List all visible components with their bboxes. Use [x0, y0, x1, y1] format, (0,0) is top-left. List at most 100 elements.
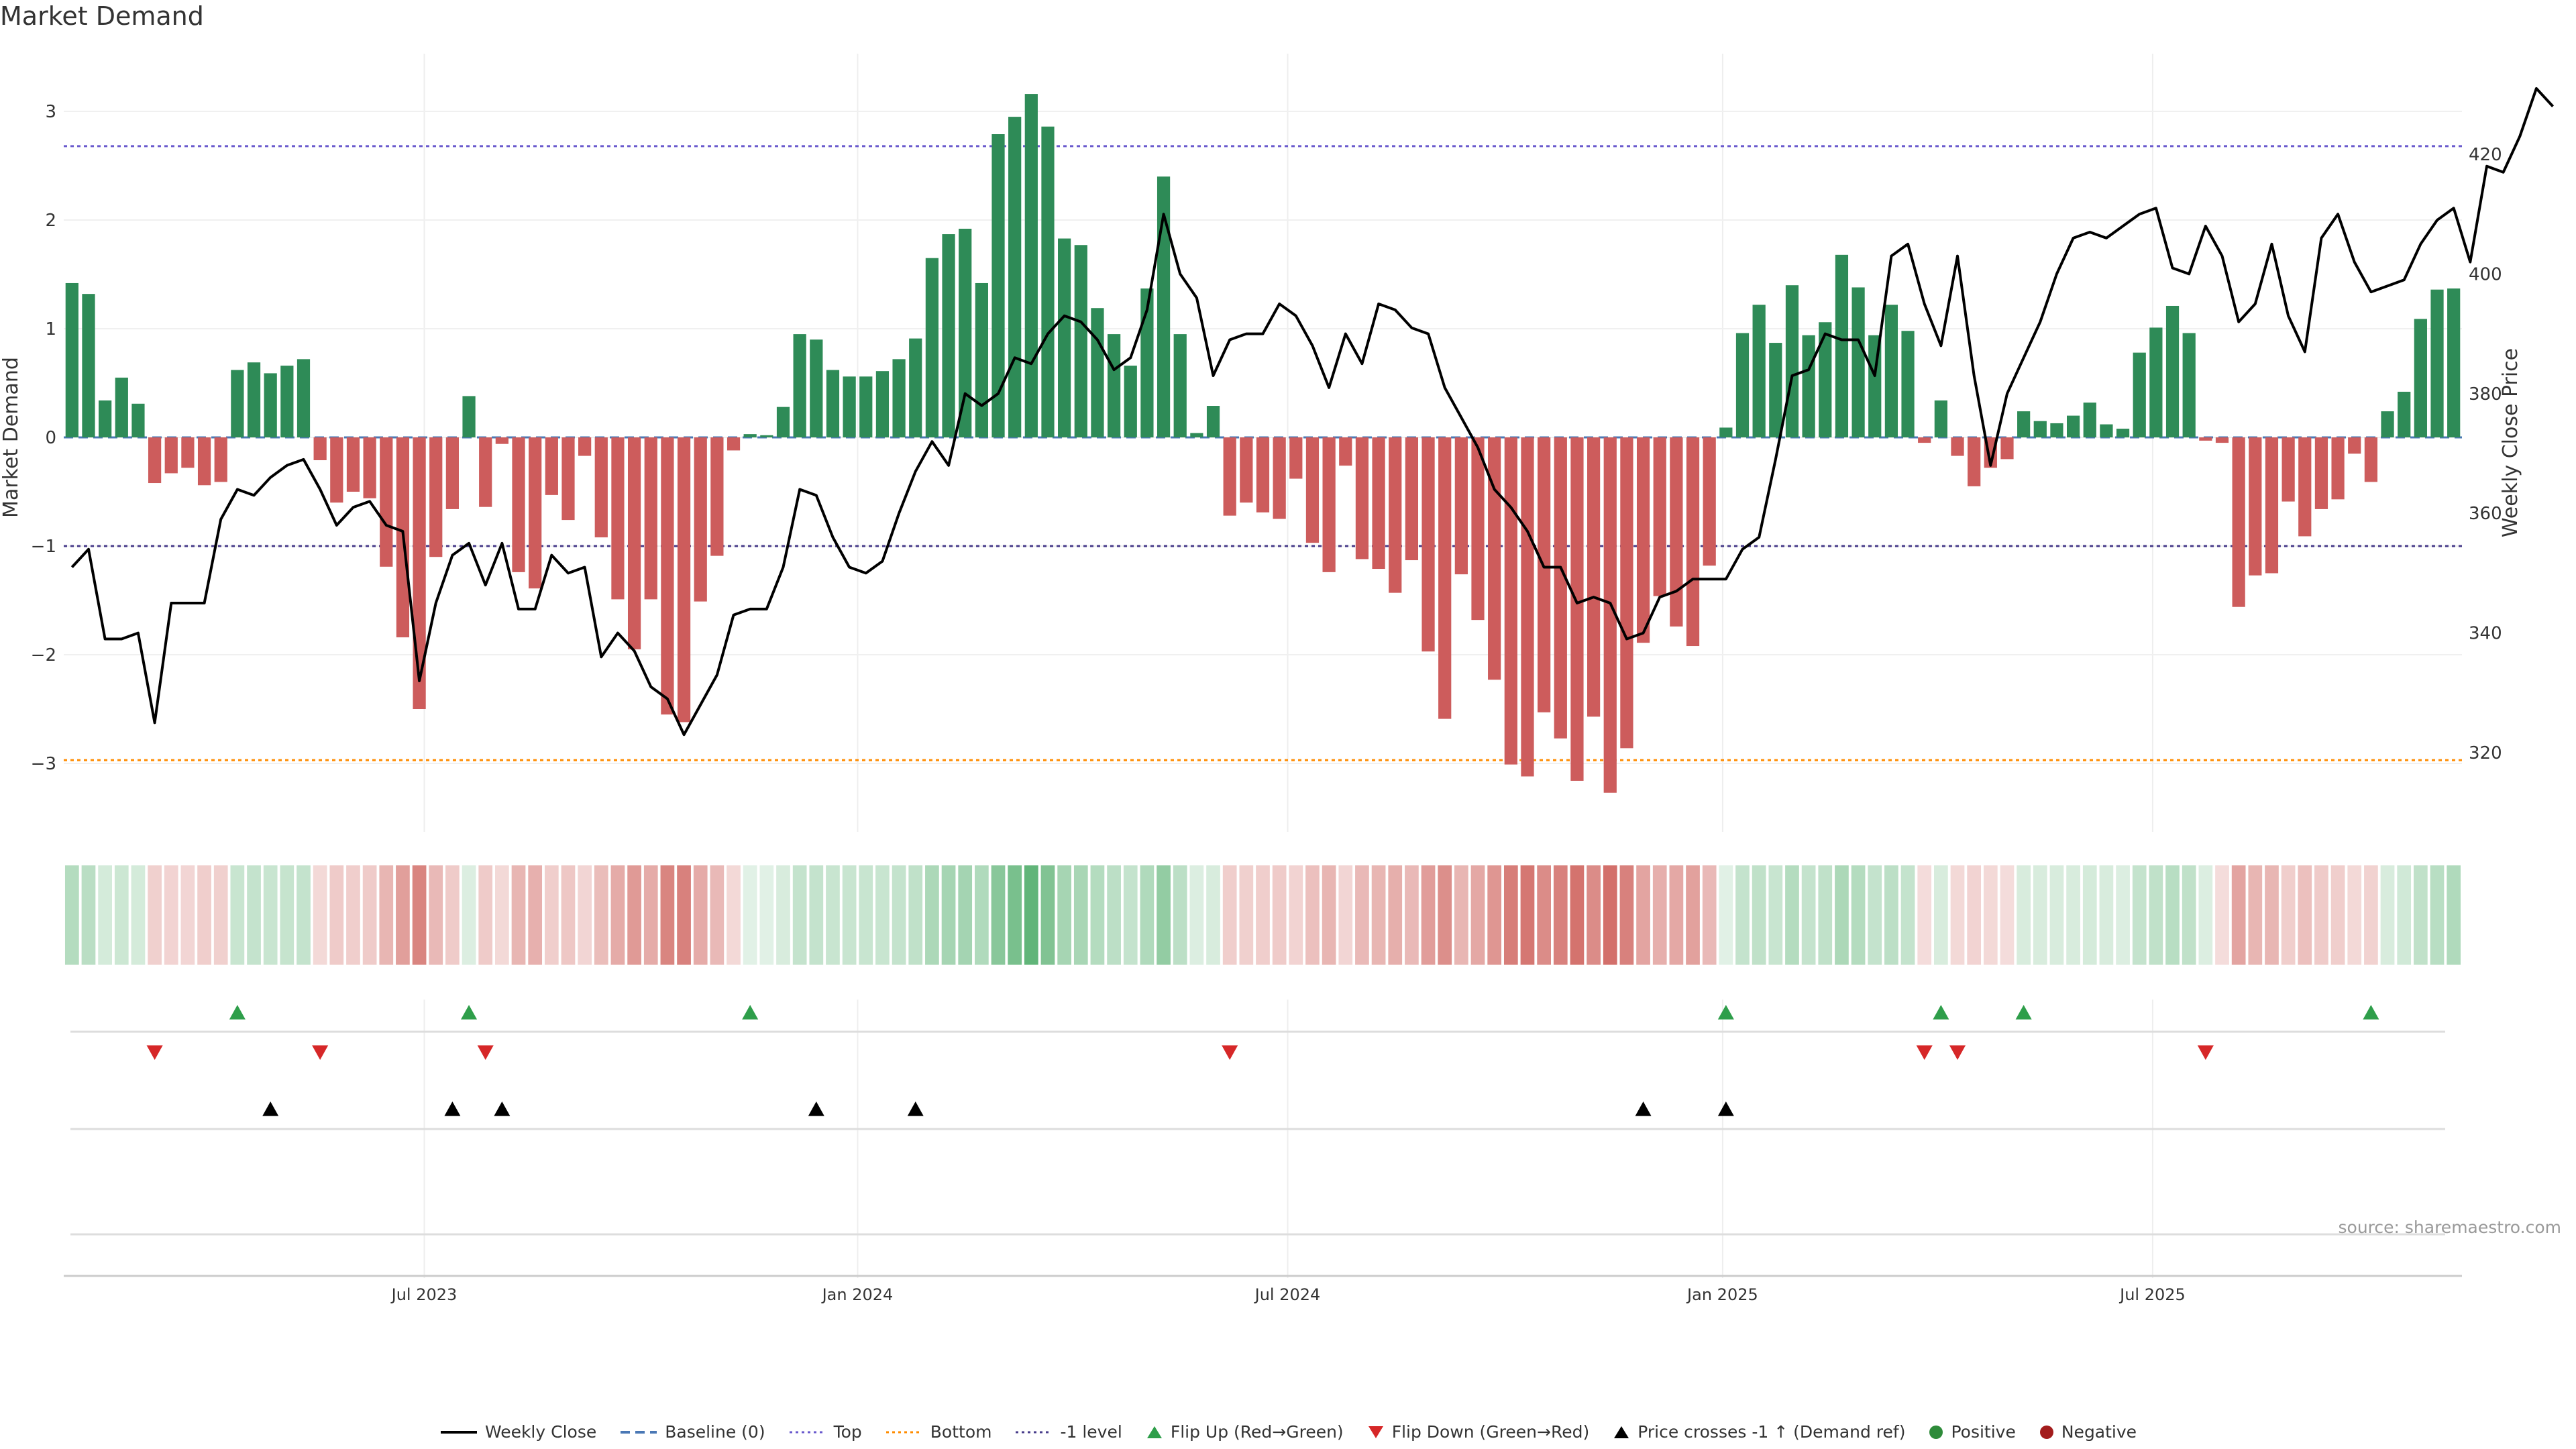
- demand-bar-positive: [2017, 411, 2031, 437]
- demand-bar-positive: [462, 396, 476, 437]
- heat-cell: [1487, 865, 1502, 965]
- flip-down-marker: [1222, 1045, 1238, 1060]
- heat-cell: [1636, 865, 1650, 965]
- heat-cell: [2314, 865, 2328, 965]
- demand-bar-negative: [164, 437, 178, 474]
- heat-cell: [1752, 865, 1766, 965]
- y-tick-label: 2: [45, 211, 56, 231]
- flip-down-marker: [1916, 1045, 1933, 1060]
- heat-cell: [346, 865, 360, 965]
- heat-cell: [1686, 865, 1700, 965]
- demand-bar-negative: [479, 437, 492, 507]
- y-tick-label: −1: [31, 537, 56, 557]
- demand-bar-positive: [975, 282, 988, 437]
- demand-bar-negative: [1438, 437, 1452, 719]
- demand-bar-positive: [280, 366, 294, 437]
- heat-cell: [379, 865, 394, 965]
- demand-bar-negative: [694, 437, 707, 602]
- demand-bar-negative: [2000, 437, 2014, 460]
- x-tick-label: Jul 2024: [1254, 1285, 1321, 1304]
- heat-cell: [1801, 865, 1816, 965]
- heat-cell: [64, 865, 79, 965]
- flip-up-marker: [2363, 1005, 2379, 1020]
- heat-cell: [1983, 865, 1998, 965]
- demand-bar-negative: [1703, 437, 1716, 566]
- heat-cell: [1206, 865, 1220, 965]
- heat-cell: [759, 865, 774, 965]
- demand-bar-positive: [2182, 333, 2196, 437]
- demand-bar-negative: [2249, 437, 2262, 576]
- heat-cell: [1603, 865, 1617, 965]
- heat-cell: [1355, 865, 1369, 965]
- heat-cell: [2347, 865, 2362, 965]
- heat-cell: [2000, 865, 2015, 965]
- demand-bar-positive: [2116, 429, 2130, 437]
- heat-cell: [528, 865, 543, 965]
- y-tick-label: 3: [45, 102, 56, 122]
- heat-cell: [578, 865, 592, 965]
- flip-up-marker: [2015, 1005, 2032, 1020]
- demand-bar-negative: [1289, 437, 1303, 479]
- demand-bar-positive: [2083, 402, 2096, 437]
- flip-down-marker: [312, 1045, 329, 1060]
- y-right-tick-label: 320: [2469, 743, 2502, 763]
- heat-cell: [958, 865, 973, 965]
- demand-bar-positive: [892, 359, 906, 437]
- heat-cell: [1818, 865, 1833, 965]
- heat-cell: [197, 865, 211, 965]
- demand-bar-negative: [1538, 437, 1551, 712]
- heat-cell: [1454, 865, 1468, 965]
- demand-bar-positive: [1851, 287, 1865, 437]
- heat-cell: [1520, 865, 1535, 965]
- heat-cell: [1587, 865, 1601, 965]
- demand-bar-negative: [1918, 437, 1931, 443]
- demand-bar-negative: [1587, 437, 1601, 717]
- demand-bar-negative: [429, 437, 443, 557]
- heat-cell: [164, 865, 178, 965]
- heat-cell: [1900, 865, 1915, 965]
- demand-bar-positive: [810, 339, 823, 437]
- demand-bar-negative: [677, 437, 691, 722]
- circle-green-icon: [1929, 1425, 1943, 1439]
- heat-cell: [727, 865, 741, 965]
- heat-cell: [1024, 865, 1038, 965]
- legend-item-bottom: Bottom: [885, 1422, 991, 1442]
- demand-bar-negative: [1686, 437, 1700, 647]
- heat-cell: [2248, 865, 2263, 965]
- x-tick-label: Jan 2024: [821, 1285, 894, 1304]
- demand-bar-positive: [115, 377, 128, 437]
- demand-bar-negative: [1603, 437, 1617, 793]
- dotted-line-orange-icon: [885, 1431, 922, 1433]
- x-tick-label: Jul 2023: [390, 1285, 458, 1304]
- heat-cell: [1652, 865, 1667, 965]
- y-axis-title: Market Demand: [0, 357, 23, 518]
- y-right-tick-label: 360: [2469, 504, 2502, 524]
- heat-cell: [81, 865, 96, 965]
- demand-bar-positive: [1719, 427, 1733, 437]
- heat-cell: [2099, 865, 2114, 965]
- heat-cell: [2364, 865, 2378, 965]
- dotted-line-dark-icon: [1016, 1431, 1053, 1433]
- heat-cell: [1619, 865, 1634, 965]
- demand-bar-negative: [2282, 437, 2295, 502]
- heat-cell: [1835, 865, 1849, 965]
- heat-cell: [2380, 865, 2395, 965]
- demand-bar-positive: [1819, 322, 1832, 437]
- weekly-close-series: [70, 87, 2555, 737]
- heat-cell: [412, 865, 427, 965]
- heat-cell: [1140, 865, 1155, 965]
- heat-cell: [941, 865, 956, 965]
- heat-cell: [892, 865, 906, 965]
- legend-label: Weekly Close: [484, 1422, 597, 1442]
- y-axis-right: 420 400 380 360 340 320 Weekly Close Price: [2469, 145, 2522, 763]
- heat-cell: [2447, 865, 2461, 965]
- legend-item-baseline: Baseline (0): [619, 1422, 765, 1442]
- demand-bar-positive: [1091, 308, 1104, 437]
- heat-cell: [643, 865, 658, 965]
- demand-bar-positive: [2430, 289, 2444, 437]
- demand-bar-negative: [529, 437, 542, 589]
- heat-cell: [925, 865, 939, 965]
- heat-cell: [114, 865, 129, 965]
- demand-bar-negative: [1339, 437, 1352, 466]
- heat-cell: [1107, 865, 1121, 965]
